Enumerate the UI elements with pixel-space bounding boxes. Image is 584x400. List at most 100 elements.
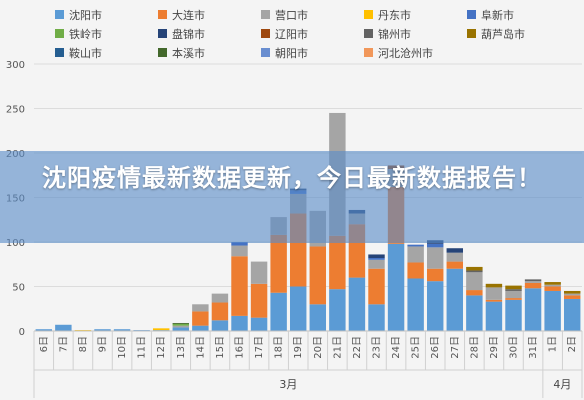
bar-segment: [446, 248, 464, 253]
legend-swatch: [467, 10, 476, 19]
bar-segment: [407, 262, 424, 279]
x-tick-label: 8日: [78, 336, 89, 352]
x-tick-label: 10日: [117, 336, 128, 359]
bar-segment: [309, 304, 327, 331]
bar-segment: [211, 302, 229, 321]
bar-segment: [446, 268, 464, 331]
x-tick-label: 14日: [195, 336, 206, 359]
bar-segment: [192, 311, 209, 326]
bar-segment: [368, 254, 385, 259]
bar-segment: [524, 288, 542, 331]
legend-label: 盘锦市: [172, 27, 205, 41]
bar-segment: [485, 301, 503, 331]
bar-segment: [231, 242, 248, 246]
bar-segment: [544, 282, 561, 285]
x-tick-label: 13日: [176, 336, 187, 359]
bar-segment: [466, 270, 483, 273]
month-label: 4月: [553, 378, 571, 391]
bar-segment: [172, 322, 190, 324]
legend-swatch: [158, 29, 167, 38]
legend-label: 营口市: [275, 8, 308, 22]
bar-segment: [466, 266, 483, 271]
legend-swatch: [261, 29, 270, 38]
bar-segment: [172, 323, 190, 326]
bar-segment: [387, 243, 405, 331]
bar-segment: [172, 327, 190, 331]
bar-segment: [35, 329, 53, 331]
bar-segment: [563, 293, 581, 296]
x-tick-label: 2日: [567, 336, 578, 352]
x-tick-label: 30日: [509, 336, 520, 359]
legend-swatch: [467, 29, 476, 38]
y-tick-label: 0: [19, 327, 25, 338]
bar-segment: [231, 256, 248, 316]
bar-segment: [231, 315, 248, 331]
x-tick-label: 21日: [332, 336, 343, 359]
y-tick-label: 250: [6, 105, 25, 116]
bar-segment: [524, 281, 542, 283]
bar-segment: [368, 258, 385, 260]
legend-swatch: [55, 48, 64, 57]
bar-segment: [466, 295, 483, 331]
bar-segment: [55, 324, 72, 331]
bar-segment: [426, 243, 444, 248]
x-tick-label: 6日: [39, 336, 50, 352]
x-tick-label: 17日: [254, 336, 265, 359]
legend-swatch: [158, 48, 167, 57]
bar-segment: [192, 304, 209, 312]
bar-segment: [505, 289, 522, 291]
bar-segment: [211, 320, 229, 331]
bar-segment: [329, 235, 346, 290]
bar-segment: [250, 283, 268, 318]
legend-label: 锦州市: [378, 27, 411, 41]
x-tick-label: 16日: [235, 336, 246, 359]
bar-segment: [505, 290, 522, 299]
x-tick-label: 25日: [411, 336, 422, 359]
bar-segment: [524, 279, 542, 282]
bar-segment: [524, 282, 542, 289]
bar-segment: [348, 277, 366, 331]
x-tick-label: 1日: [548, 336, 559, 352]
bar-segment: [485, 299, 503, 302]
legend-swatch: [364, 10, 373, 19]
bar-segment: [152, 328, 170, 331]
bar-segment: [544, 290, 561, 331]
bar-segment: [231, 245, 248, 257]
x-axis: 6日 7日 8日 9日 10日 11日 12日 13日 14日 15日 16日 17日 18日 19日 20…: [33, 330, 583, 398]
x-tick-label: 23日: [372, 336, 383, 359]
bar-segment: [211, 293, 229, 303]
bar-segment: [368, 304, 385, 331]
bar-segment: [563, 295, 581, 299]
x-tick-label: 29日: [489, 336, 500, 359]
bar-segment: [544, 284, 561, 287]
x-tick-label: 31日: [528, 336, 539, 359]
bar-segment: [544, 286, 561, 291]
legend-label: 铁岭市: [69, 27, 102, 41]
bar-segment: [368, 259, 385, 269]
bar-segment: [446, 252, 464, 262]
legend-label: 大连市: [172, 8, 205, 22]
bar-segment: [426, 247, 444, 269]
x-tick-label: 20日: [313, 336, 324, 359]
bar-segment: [113, 329, 131, 331]
bar-segment: [563, 290, 581, 294]
legend-label: 鞍山市: [69, 46, 102, 60]
bar-segment: [368, 268, 385, 305]
x-tick-label: 19日: [293, 336, 304, 359]
month-label: 3月: [279, 378, 297, 391]
bar-segment: [329, 289, 346, 331]
y-tick-label: 300: [6, 60, 25, 71]
x-tick-label: 28日: [469, 336, 480, 359]
headline-text: 沈阳疫情最新数据更新，今日最新数据报告！: [42, 164, 542, 192]
bar-segment: [485, 287, 503, 300]
bar-segment: [192, 325, 209, 331]
bar-segment: [466, 272, 483, 291]
legend-label: 葫芦岛市: [481, 27, 525, 41]
legend-label: 丹东市: [378, 8, 411, 22]
x-tick-label: 26日: [430, 336, 441, 359]
bar-segment: [407, 278, 424, 331]
bar-segment: [407, 244, 424, 247]
legend-swatch: [158, 10, 167, 19]
bar-segment: [426, 281, 444, 331]
